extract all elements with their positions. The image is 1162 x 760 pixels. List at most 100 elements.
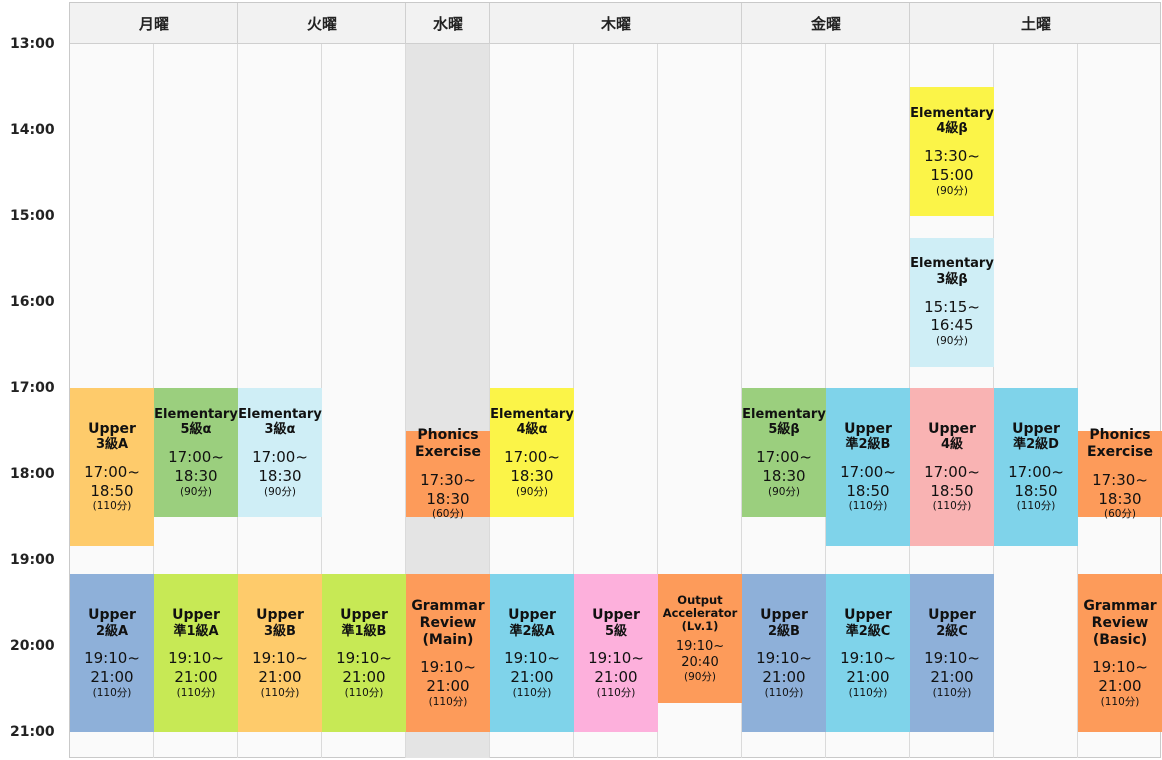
class-level: 準1級A	[173, 623, 219, 639]
class-duration: (90分)	[683, 671, 717, 684]
class-level: 3級β	[936, 271, 968, 287]
class-time: 17:00~ 18:50	[840, 462, 896, 500]
class-duration: (90分)	[767, 485, 801, 498]
class-level: 5級	[604, 623, 628, 639]
class-name: Elementary	[490, 406, 574, 422]
class-name: Upper	[1012, 420, 1060, 437]
column-divider	[657, 44, 658, 758]
class-block[interactable]: Upper 5級 19:10~ 21:00 (110分)	[574, 574, 658, 732]
class-block[interactable]: Phonics Exercise 17:30~ 18:30 (60分)	[1078, 427, 1162, 520]
day-header: 火曜	[306, 15, 337, 33]
class-name: Elementary	[154, 406, 238, 422]
class-time: 19:10~ 21:00	[588, 649, 644, 687]
class-level: 4級α	[516, 422, 548, 438]
class-name: Grammar Review (Main)	[411, 597, 485, 648]
class-time: 17:30~ 18:30	[420, 470, 476, 508]
class-time: 17:00~ 18:50	[924, 462, 980, 500]
class-level: 3級B	[264, 623, 296, 639]
class-time: 17:00~ 18:30	[168, 448, 224, 485]
column-divider	[741, 44, 742, 758]
class-block[interactable]: Upper 準2級D 17:00~ 18:50 (110分)	[994, 388, 1078, 546]
class-time: 19:10~ 21:00	[252, 649, 308, 687]
class-block[interactable]: Upper 2級B 19:10~ 21:00 (110分)	[742, 574, 826, 732]
class-level: 3級A	[95, 437, 129, 453]
day-header: 木曜	[600, 15, 631, 33]
class-time: 19:10~ 21:00	[1092, 658, 1148, 696]
class-block[interactable]: Grammar Review (Basic) 19:10~ 21:00 (110分)	[1078, 574, 1162, 732]
class-duration: (60分)	[1103, 508, 1137, 521]
class-time: 19:10~ 21:00	[840, 649, 896, 687]
class-duration: (110分)	[1016, 500, 1056, 513]
class-time: 17:00~ 18:30	[756, 448, 812, 485]
class-block[interactable]: Elementary 3級α 17:00~ 18:30 (90分)	[238, 388, 322, 517]
class-block[interactable]: Upper 準2級C 19:10~ 21:00 (110分)	[826, 574, 910, 732]
class-block[interactable]: Elementary 5級α 17:00~ 18:30 (90分)	[154, 388, 238, 517]
class-block[interactable]: Upper 2級A 19:10~ 21:00 (110分)	[70, 574, 154, 732]
class-duration: (90分)	[263, 485, 297, 498]
day-header-divider	[405, 3, 406, 44]
class-level: 準2級B	[845, 437, 891, 453]
class-duration: (110分)	[92, 500, 132, 513]
class-block[interactable]: Upper 準2級B 17:00~ 18:50 (110分)	[826, 388, 910, 546]
class-level: 準2級D	[1013, 437, 1059, 453]
class-name: Phonics Exercise	[415, 427, 481, 460]
class-block[interactable]: Elementary 4級α 17:00~ 18:30 (90分)	[490, 388, 574, 517]
class-block[interactable]: Upper 準1級A 19:10~ 21:00 (110分)	[154, 574, 238, 732]
class-time: 19:10~ 21:00	[420, 658, 476, 696]
class-time: 17:00~ 18:30	[252, 448, 308, 485]
time-label: 20:00	[10, 638, 55, 654]
class-time: 17:00~ 18:50	[1008, 462, 1064, 500]
class-time: 19:10~ 21:00	[336, 649, 392, 687]
class-block[interactable]: Elementary 3級β 15:15~ 16:45 (90分)	[910, 237, 994, 367]
class-level: 準2級C	[845, 623, 891, 639]
day-header-divider	[237, 3, 238, 44]
class-time: 19:10~ 21:00	[84, 649, 140, 687]
class-name: Upper	[844, 420, 892, 437]
class-level: 5級α	[180, 422, 212, 438]
class-block[interactable]: Upper 3級A 17:00~ 18:50 (110分)	[70, 388, 154, 546]
time-label: 14:00	[10, 122, 55, 138]
class-duration: (60分)	[431, 508, 465, 521]
class-block[interactable]: Elementary 5級β 17:00~ 18:30 (90分)	[742, 388, 826, 517]
class-duration: (90分)	[935, 335, 969, 348]
class-name: Upper	[88, 606, 136, 623]
class-block[interactable]: Elementary 4級β 13:30~ 15:00 (90分)	[910, 87, 994, 216]
day-header: 月曜	[138, 15, 169, 33]
class-name: Grammar Review (Basic)	[1083, 597, 1157, 648]
class-name: Upper	[760, 606, 808, 623]
class-block[interactable]: Upper 準2級A 19:10~ 21:00 (110分)	[490, 574, 574, 732]
class-level: 2級C	[936, 623, 968, 639]
class-time: 17:00~ 18:50	[84, 462, 140, 500]
class-name: Upper	[172, 606, 220, 623]
class-block[interactable]: Upper 2級C 19:10~ 21:00 (110分)	[910, 574, 994, 732]
class-block[interactable]: Grammar Review (Main) 19:10~ 21:00 (110分)	[406, 574, 490, 732]
class-level: 2級B	[768, 623, 800, 639]
day-header: 水曜	[432, 15, 463, 33]
time-label: 18:00	[10, 466, 55, 482]
class-name: Upper	[844, 606, 892, 623]
day-header-divider	[489, 3, 490, 44]
class-block[interactable]: Output Accelerator (Lv.1) 19:10~ 20:40 (90…	[658, 574, 742, 704]
class-duration: (90分)	[935, 184, 969, 197]
class-duration: (90分)	[179, 485, 213, 498]
day-header: 土曜	[1020, 15, 1051, 33]
time-label: 21:00	[10, 724, 55, 740]
class-duration: (110分)	[344, 686, 384, 699]
class-block[interactable]: Upper 準1級B 19:10~ 21:00 (110分)	[322, 574, 406, 732]
class-level: 4級β	[936, 121, 968, 137]
class-block[interactable]: Upper 3級B 19:10~ 21:00 (110分)	[238, 574, 322, 732]
class-time: 19:10~ 21:00	[924, 649, 980, 687]
class-block[interactable]: Phonics Exercise 17:30~ 18:30 (60分)	[406, 427, 490, 520]
class-time: 19:10~ 21:00	[756, 649, 812, 687]
time-label: 15:00	[10, 208, 55, 224]
day-header-divider	[741, 3, 742, 44]
class-duration: (110分)	[596, 686, 636, 699]
class-name: Elementary	[910, 256, 994, 272]
time-label: 16:00	[10, 294, 55, 310]
class-level: 5級β	[768, 422, 800, 438]
class-level: 準2級A	[509, 623, 555, 639]
time-label: 13:00	[10, 36, 55, 52]
class-block[interactable]: Upper 4級 17:00~ 18:50 (110分)	[910, 388, 994, 546]
class-level: 3級α	[264, 422, 296, 438]
